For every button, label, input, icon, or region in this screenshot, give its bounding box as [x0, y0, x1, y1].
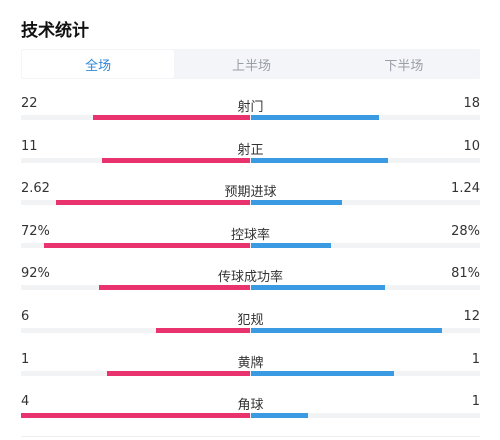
home-bar — [107, 370, 251, 376]
away-value: 1 — [471, 394, 480, 410]
stat-row: 92% 传球成功率 81% — [21, 266, 480, 302]
away-bar — [250, 370, 394, 376]
home-bar — [155, 328, 251, 333]
home-value: 11 — [21, 138, 38, 154]
away-value: 10 — [463, 138, 480, 154]
stat-bar-track — [21, 285, 480, 291]
away-value: 1.24 — [451, 181, 480, 197]
tab-second-half[interactable]: 下半场 — [384, 58, 424, 74]
stat-label: 犯规 — [237, 313, 264, 328]
home-value: 4 — [21, 394, 30, 410]
away-bar — [250, 328, 443, 333]
stat-row: 22 射门 18 — [21, 96, 480, 132]
away-bar — [250, 285, 386, 291]
stat-bar-track — [21, 200, 480, 206]
home-bar — [98, 285, 251, 291]
away-value: 28% — [451, 223, 480, 239]
stat-label: 控球率 — [230, 227, 270, 243]
stat-label: 射正 — [237, 142, 264, 158]
away-value: 12 — [463, 309, 480, 324]
stat-row: 11 射正 10 — [21, 139, 480, 175]
home-value: 1 — [21, 351, 30, 367]
home-bar — [21, 413, 251, 419]
stat-label: 黄牌 — [237, 355, 264, 371]
away-bar — [250, 157, 388, 163]
stat-bar-track — [21, 413, 480, 419]
stat-bar-track — [21, 328, 480, 333]
period-tabs: 全场 上半场 下半场 — [21, 49, 480, 79]
away-bar — [250, 200, 343, 206]
away-value: 1 — [471, 351, 480, 367]
away-bar — [250, 242, 331, 248]
stat-row: 2.62 预期进球 1.24 — [21, 181, 480, 217]
away-bar — [250, 413, 308, 419]
away-value: 81% — [451, 266, 480, 282]
home-bar — [44, 242, 251, 248]
home-bar — [101, 157, 251, 163]
away-value: 18 — [463, 96, 480, 111]
home-bar — [55, 200, 251, 206]
stat-row: 4 角球 1 — [21, 394, 480, 430]
away-bar — [250, 115, 380, 120]
home-value: 92% — [21, 266, 50, 282]
home-bar — [92, 115, 251, 120]
divider — [21, 436, 480, 437]
stat-label: 射门 — [237, 100, 264, 115]
stat-bar-track — [21, 370, 480, 376]
stat-label: 预期进球 — [224, 185, 277, 201]
stat-bar-track — [21, 242, 480, 248]
stat-row: 72% 控球率 28% — [21, 224, 480, 260]
home-value: 6 — [21, 309, 30, 324]
home-value: 22 — [21, 96, 38, 111]
tab-first-half[interactable]: 上半场 — [231, 58, 271, 74]
home-value: 72% — [21, 223, 50, 239]
stat-label: 角球 — [237, 398, 264, 414]
stat-row: 1 黄牌 1 — [21, 352, 480, 388]
home-value: 2.62 — [21, 181, 50, 197]
stat-bar-track — [21, 115, 480, 120]
stat-label: 传球成功率 — [217, 270, 283, 286]
tab-full-match[interactable]: 全场 — [22, 50, 175, 78]
stat-bar-track — [21, 157, 480, 163]
page-title: 技术统计 — [21, 21, 89, 41]
stat-row: 6 犯规 12 — [21, 309, 480, 345]
